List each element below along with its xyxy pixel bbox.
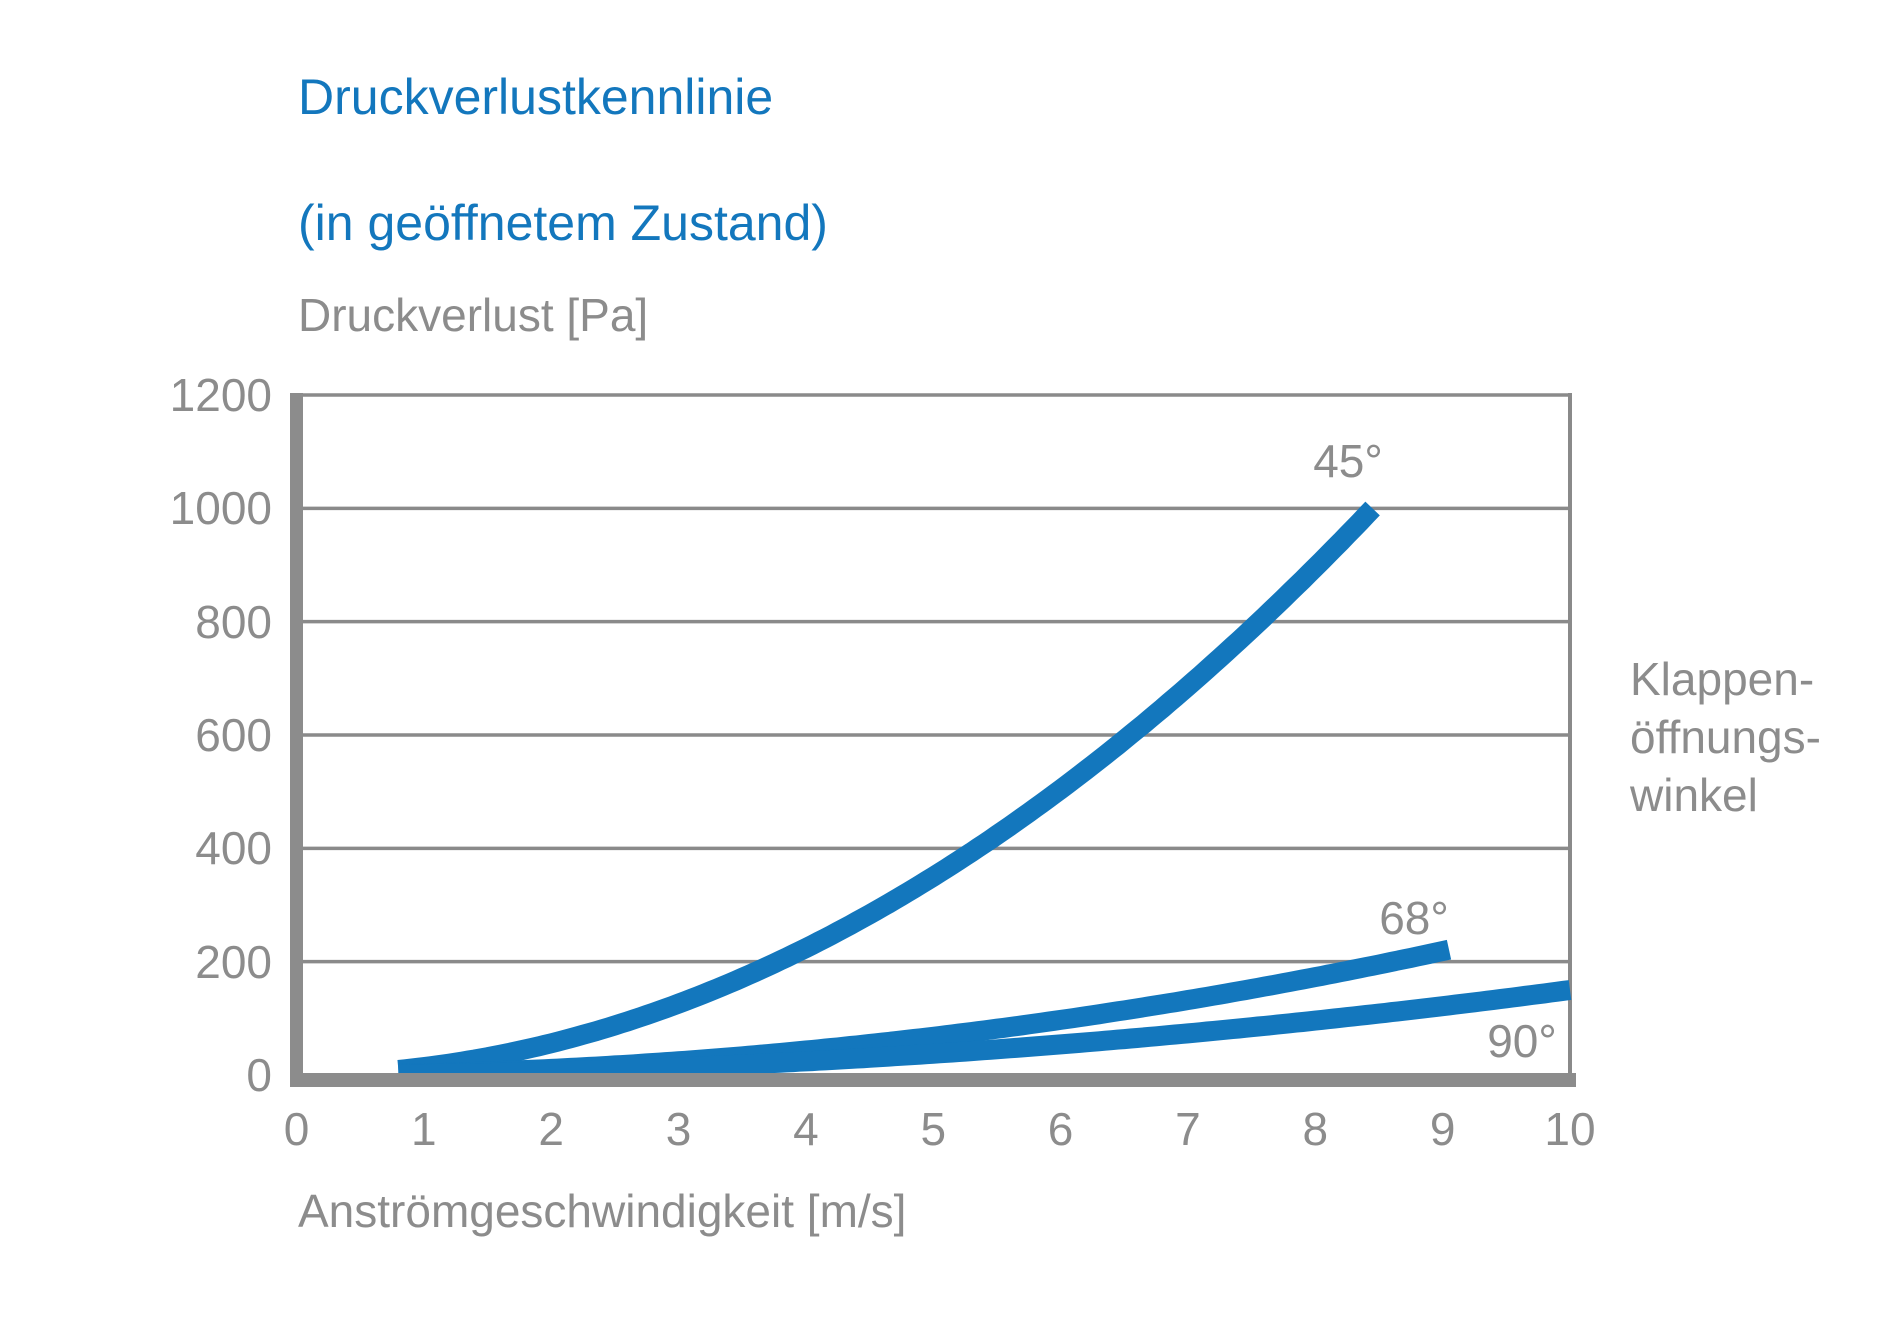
chart-title: Druckverlustkennlinie (in geöffnetem Zus… xyxy=(298,66,828,255)
x-tick-label-8: 8 xyxy=(1302,1103,1329,1155)
chart-title-line2: (in geöffnetem Zustand) xyxy=(298,195,828,251)
curve-label-90deg: 90° xyxy=(1487,1015,1557,1067)
curve-45deg xyxy=(397,501,1380,1080)
x-tick-label-6: 6 xyxy=(1047,1103,1074,1155)
x-tick-label-0: 0 xyxy=(283,1103,310,1155)
x-axis-title: Anströmgeschwindigkeit [m/s] xyxy=(298,1185,907,1237)
x-tick-label-7: 7 xyxy=(1175,1103,1201,1155)
y-tick-label-400: 400 xyxy=(195,822,272,875)
y-tick-label-800: 800 xyxy=(195,595,272,648)
x-tick-label-5: 5 xyxy=(920,1103,947,1155)
side-label-line1: Klappen- xyxy=(1630,653,1815,705)
y-tick-label-1200: 1200 xyxy=(169,369,272,421)
y-axis-title: Druckverlust [Pa] xyxy=(298,289,649,341)
flap-angle-side-label: Klappen- öffnungs- winkel xyxy=(1630,650,1821,824)
y-axis-bar xyxy=(290,393,303,1087)
y-tick-label-200: 200 xyxy=(195,935,272,988)
curve-label-68deg: 68° xyxy=(1379,892,1449,944)
y-tick-label-600: 600 xyxy=(195,709,272,761)
x-tick-label-2: 2 xyxy=(538,1103,564,1155)
side-label-line3: winkel xyxy=(1630,769,1758,821)
x-tick-label-4: 4 xyxy=(793,1103,819,1155)
x-tick-label-10: 10 xyxy=(1544,1103,1596,1155)
x-tick-label-3: 3 xyxy=(665,1103,692,1155)
y-tick-label-1000: 1000 xyxy=(169,482,272,535)
x-axis-bar xyxy=(290,1073,1576,1087)
curve-90deg xyxy=(398,980,1572,1085)
side-label-line2: öffnungs- xyxy=(1630,711,1821,763)
chart-title-line1: Druckverlustkennlinie xyxy=(298,69,774,125)
y-tick-label-0: 0 xyxy=(246,1049,272,1101)
curve-label-45deg: 45° xyxy=(1313,435,1383,487)
x-tick-label-1: 1 xyxy=(411,1103,437,1155)
x-tick-label-9: 9 xyxy=(1429,1103,1456,1155)
